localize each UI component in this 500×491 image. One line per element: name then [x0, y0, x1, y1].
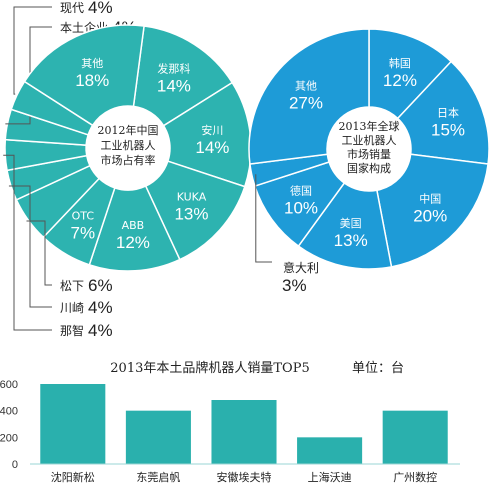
pie2-slice-1 [396, 60, 490, 165]
pie2-slice-label-2: 中国 [419, 193, 441, 206]
pie2-slice-6 [248, 28, 370, 165]
pie1-slice-label-9: 现代 [60, 1, 84, 15]
pie1-slice-3 [88, 185, 181, 272]
pie2-center-line-2: 市场销量 [347, 147, 391, 161]
y-tick-label-0: 0 [12, 459, 18, 471]
x-category-label-4: 广州数控 [393, 470, 437, 484]
pie2-slice-value-3: 13% [334, 231, 368, 250]
pie1-slice-label-7: 那智 [60, 323, 84, 338]
pie2-slice-label-5: 意大利 [283, 260, 319, 275]
x-category-label-0: 沈阳新松 [51, 470, 95, 484]
pie1-slice-0 [132, 25, 234, 127]
pie1-slice-value-4: 7% [71, 224, 96, 243]
pie2-slice-label-1: 日本 [437, 106, 459, 120]
y-tick-label-1: 200 [0, 432, 18, 444]
pie1-center [87, 107, 169, 189]
pie2-slice-value-5: 3% [282, 276, 307, 295]
x-category-label-2: 安徽埃夫特 [217, 470, 272, 484]
x-category-label-1: 东莞启帆 [136, 470, 180, 484]
pie1-slice-value-1: 14% [195, 138, 229, 157]
pie1-slice-value-10: 18% [75, 71, 109, 90]
pie2-slice-label-4: 德国 [290, 183, 312, 197]
pie1-slice-label-5: 松下 [60, 279, 84, 293]
pie1-center-line-0: 2012年中国 [98, 123, 159, 137]
pie2-slice-label-6: 其他 [295, 79, 317, 92]
pie1-slice-label-6: 川崎 [60, 301, 84, 315]
pie1-slice-label-2: KUKA [177, 191, 207, 204]
pie2-center-line-0: 2013年全球 [339, 119, 400, 133]
pie2-center-line-1: 工业机器人 [342, 133, 397, 147]
pie1-center-line-2: 市场占有率 [101, 153, 156, 167]
pie2-slice-label-0: 韩国 [389, 56, 411, 70]
pie1-leader-7 [3, 154, 52, 331]
pie1-slice-value-3: 12% [116, 233, 150, 252]
pie2-slice-value-6: 27% [289, 93, 323, 112]
pie1-slice-value-2: 13% [174, 205, 208, 224]
pie1-slice-label-10: 其他 [81, 57, 103, 70]
pie2-slice-value-2: 20% [413, 207, 447, 226]
pie1-slice-value-0: 14% [157, 76, 191, 95]
pie2-slice-value-1: 15% [431, 121, 465, 140]
pie1-leader-6 [8, 185, 52, 308]
y-tick-label-3: 600 [0, 379, 18, 391]
pie1-slice-10 [23, 24, 145, 127]
bar-chart-top5-domestic-brands: 2013年本土品牌机器人销量TOP5 单位：台 0 200 400 600 沈阳新松 东莞启帆… [0, 360, 460, 484]
pie1-slice-value-9: 4% [88, 0, 113, 17]
pie2-slice-2 [375, 153, 489, 268]
bar-chart-title: 2013年本土品牌机器人销量TOP5 [110, 360, 309, 376]
pie1-slice-value-7: 4% [88, 321, 113, 340]
pie1-leader-9 [13, 6, 52, 95]
pie1-slice-value-5: 6% [88, 276, 113, 295]
bar-1 [125, 410, 191, 464]
pie1-slice-label-0: 发那科 [157, 61, 190, 75]
bar-4 [382, 410, 448, 464]
pie2-center-line-3: 国家构成 [347, 161, 391, 175]
pie1-leader-5 [26, 220, 52, 286]
pie2-slice-label-3: 美国 [340, 217, 362, 230]
pie1-slice-label-3: ABB [122, 219, 145, 232]
x-category-label-3: 上海沃迪 [308, 470, 352, 484]
pie1-center-line-1: 工业机器人 [101, 138, 156, 152]
bar-2 [211, 400, 277, 464]
pie2-slice-value-0: 12% [383, 71, 417, 90]
bar-0 [40, 384, 106, 464]
pie1-slice-value-6: 4% [88, 298, 113, 317]
bar-3 [297, 437, 363, 464]
pie1-slice-1 [162, 81, 252, 188]
pie2-slice-value-4: 10% [284, 198, 318, 217]
pie2-leader-5 [255, 174, 272, 263]
pie2-center [328, 108, 410, 190]
y-tick-label-2: 400 [0, 406, 18, 418]
pie1-slice-label-1: 安川 [201, 123, 223, 137]
pie1-slice-label-4: OTC [72, 210, 95, 223]
bar-chart-unit: 单位：台 [352, 361, 404, 376]
